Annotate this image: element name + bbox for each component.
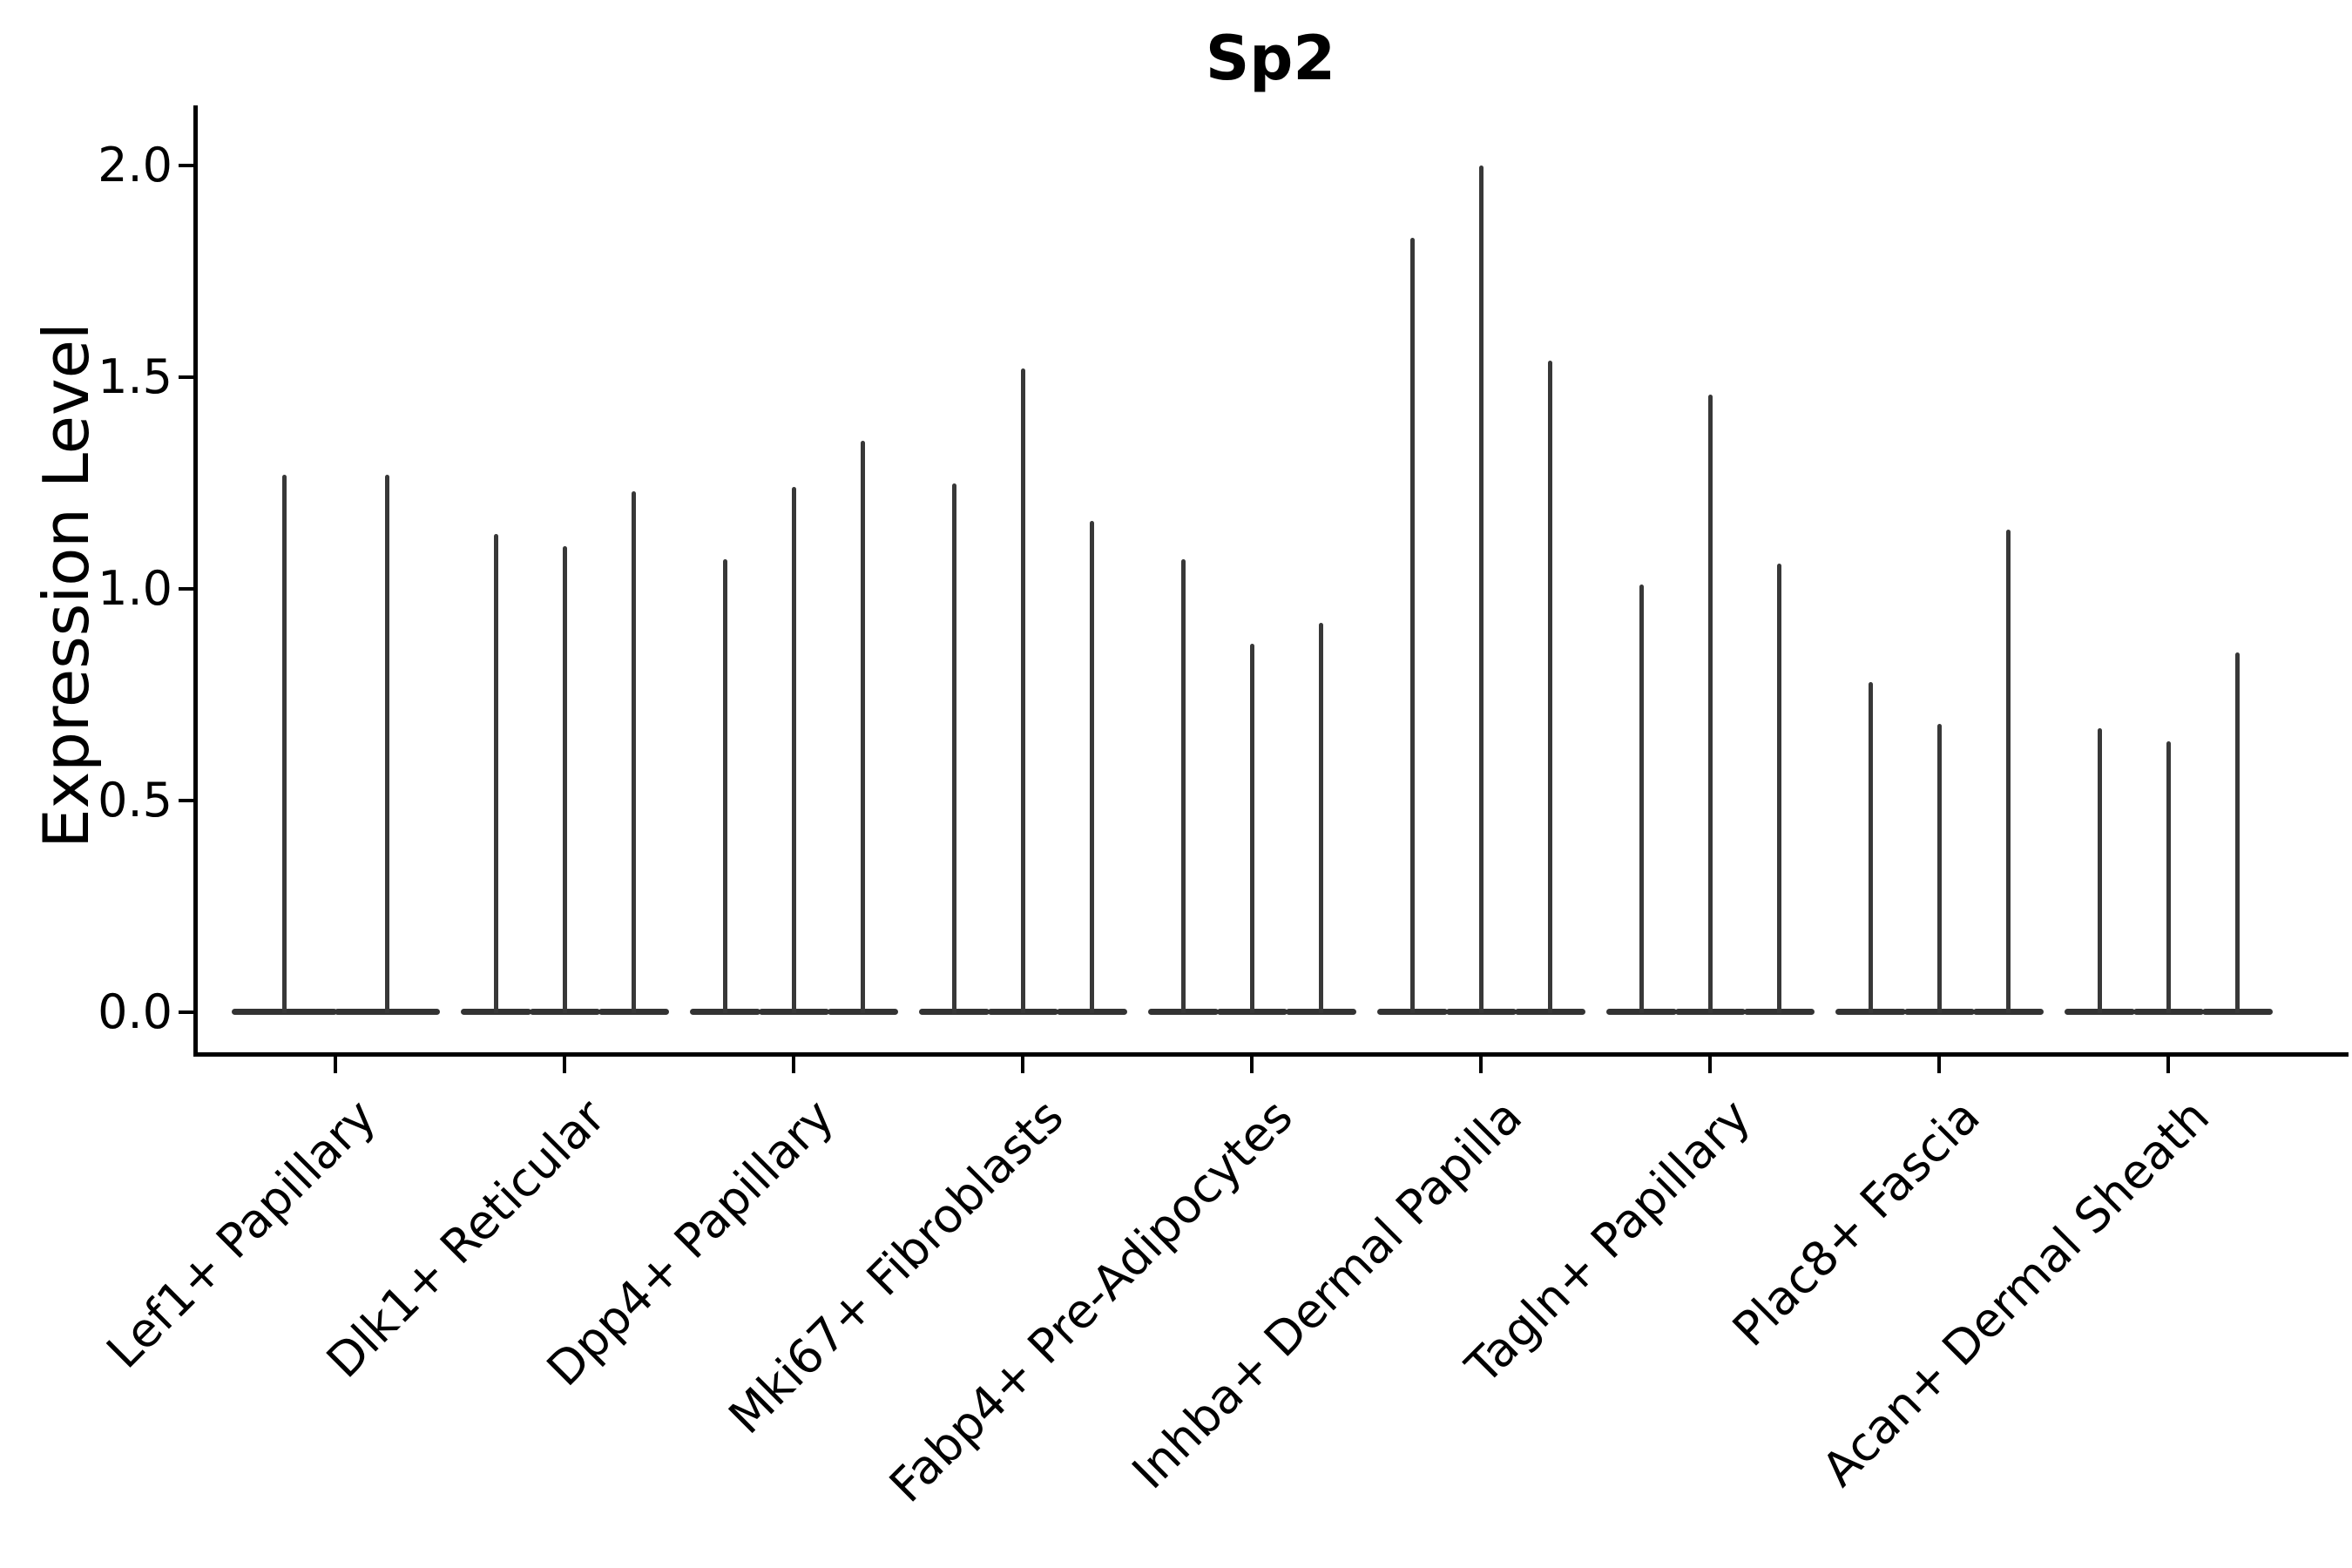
x-tick-label: Inhba+ Dermal Papilla [1121,1088,1532,1500]
y-tick [179,1010,193,1014]
y-tick [179,164,193,168]
figure-title: Sp2 [1205,23,1336,94]
x-tick [563,1057,567,1073]
violin-spike [2234,652,2240,1014]
y-tick-label: 0.5 [98,772,172,828]
violin-spike [384,474,389,1014]
violin-spike [1478,166,1484,1014]
x-tick [1250,1057,1254,1073]
violin-spike [1020,368,1025,1014]
y-axis-spine [193,105,198,1057]
violin-spike [1547,360,1552,1014]
violin-spike [562,546,567,1014]
x-tick-label: Plac8+ Fascia [1722,1088,1990,1357]
x-tick [334,1057,337,1073]
y-tick [179,375,193,380]
x-tick [1021,1057,1025,1073]
violin-spike [1180,558,1186,1014]
violin-spike [2166,740,2171,1014]
violin-spike [281,474,287,1014]
x-tick-label: Acan+ Dermal Sheath [1811,1088,2220,1497]
y-tick-label: 2.0 [98,138,172,193]
violin-spike [1249,644,1254,1014]
violin-spike [860,440,865,1014]
violin-spike [1318,622,1323,1014]
y-tick-label: 1.5 [98,349,172,405]
x-tick-label: Fabp4+ Pre-Adipocytes [878,1088,1303,1513]
x-axis-spine [193,1052,2349,1057]
x-tick [792,1057,796,1073]
x-tick [1708,1057,1713,1073]
y-tick-label: 1.0 [98,560,172,616]
violin-spike [2005,529,2011,1014]
violin-spike [1089,521,1094,1014]
x-tick [1479,1057,1484,1073]
y-tick-label: 0.0 [98,983,172,1039]
violin-spike [493,533,498,1014]
violin-spike [791,487,796,1014]
violin-spike [1707,394,1713,1014]
violin-spike [631,491,636,1014]
x-tick [1937,1057,1942,1073]
y-axis-label: Expression Level [30,322,103,848]
y-tick [179,586,193,591]
violin-spike [951,483,956,1014]
violin-spike [1868,681,1873,1014]
violin-spike [2097,728,2102,1014]
violin-spike [1409,237,1415,1014]
y-tick [179,798,193,802]
violin-spike [722,558,727,1014]
violin-spike [1776,563,1781,1014]
violin-spike [1639,585,1644,1014]
x-tick [2166,1057,2171,1073]
violin-spike [1936,724,1942,1014]
